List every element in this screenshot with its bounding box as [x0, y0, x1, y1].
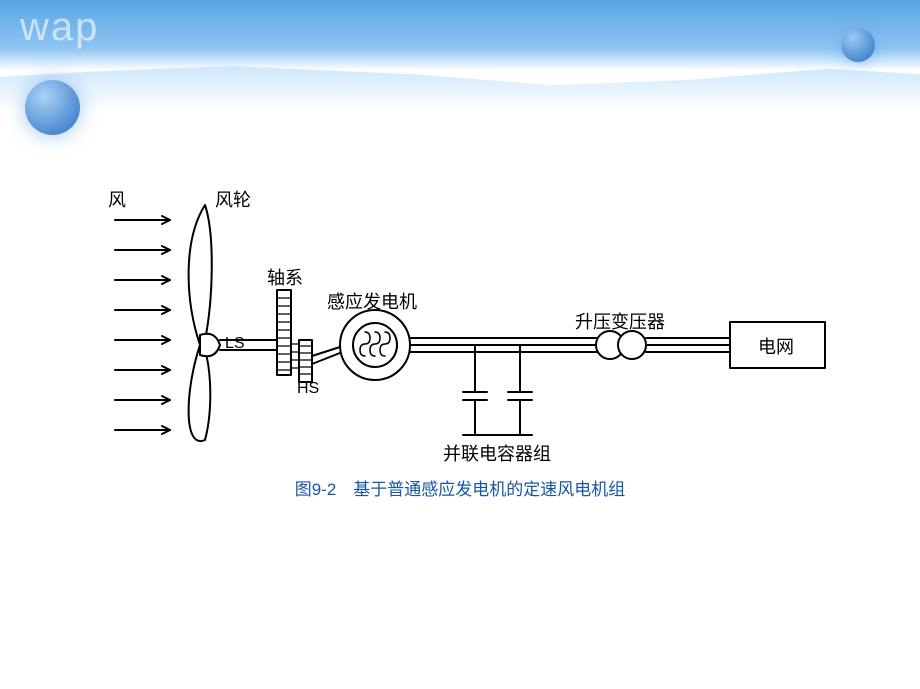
- label-grid: 电网: [758, 333, 794, 359]
- label-generator: 感应发电机: [327, 288, 417, 314]
- label-transformer: 升压变压器: [575, 308, 665, 334]
- diagram-svg: [105, 180, 835, 465]
- generator-icon: [340, 310, 410, 380]
- label-capbank: 并联电容器组: [443, 440, 551, 466]
- transformer-icon: [596, 331, 646, 359]
- slide-root: wap: [0, 0, 920, 689]
- turbine-icon: [189, 205, 220, 465]
- label-shaft: 轴系: [267, 264, 303, 290]
- label-wind: 风: [108, 186, 126, 212]
- header-gradient: [0, 0, 920, 70]
- label-ls: LS: [225, 335, 245, 353]
- label-rotor: 风轮: [215, 186, 251, 212]
- wind-arrows: [115, 216, 170, 434]
- header-ghost-text: wap: [20, 5, 99, 50]
- capacitor-bank-icon: [463, 345, 532, 435]
- label-hs: HS: [297, 380, 319, 398]
- figure-caption: 图9-2 基于普通感应发电机的定速风电机组: [0, 475, 920, 500]
- orb-small: [841, 28, 875, 62]
- header-decoration: wap: [0, 0, 920, 130]
- wind-turbine-diagram: 风 风轮 轴系 LS HS 感应发电机 并联电容器组 升压变压器 电网: [105, 180, 835, 465]
- gearbox-icon: [277, 290, 312, 382]
- orb-big: [25, 80, 80, 135]
